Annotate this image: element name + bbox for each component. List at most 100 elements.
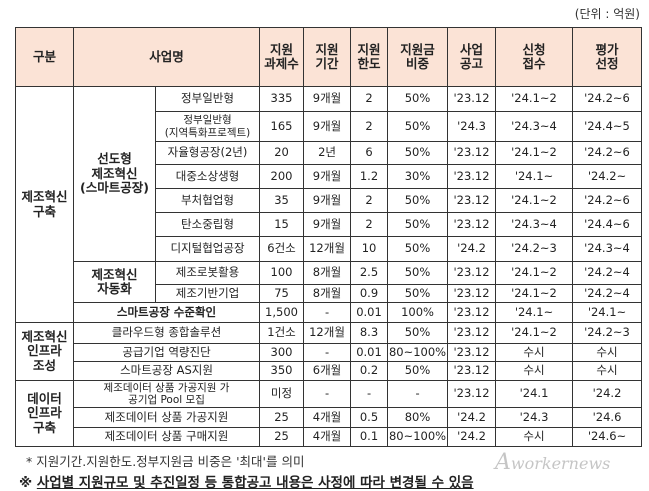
- cell-limit: 0.1: [350, 427, 389, 447]
- cell-select: '24.2~6: [572, 188, 643, 213]
- cell-apply: '24.1~2: [495, 141, 574, 165]
- cell-select: '24.4~6: [572, 212, 643, 237]
- header-ratio: 지원금 비중: [387, 27, 449, 87]
- cell-announce: '23.12: [447, 322, 497, 344]
- table-row: 제조데이터 상품 가공지원 25 4개월 0.5 80% '24.2'24.3'24.6: [16, 407, 643, 428]
- cell-period: 12개월: [303, 322, 352, 344]
- cell-select: 수시: [572, 343, 643, 362]
- cell-apply: '24.1~: [495, 164, 574, 189]
- cell-ratio: 50%: [387, 111, 449, 142]
- cell-count: 15: [259, 212, 305, 237]
- subgroup-automation: 제조혁신 자동화: [73, 261, 156, 303]
- cell-ratio: 50%: [387, 141, 449, 165]
- cell-count: 1건소: [259, 322, 305, 344]
- cell-count: 75: [259, 284, 305, 303]
- cell-limit: 0.5: [350, 407, 389, 428]
- program-name: 공급기업 역량진단: [72, 343, 261, 362]
- cell-apply: '24.2~3: [495, 236, 574, 262]
- cell-period: 6개월: [303, 361, 352, 381]
- header-category: 구분: [15, 27, 74, 87]
- cell-limit: 2: [350, 188, 389, 213]
- cell-limit: 0.2: [350, 361, 389, 381]
- program-name: 제조데이터 상품 구매지원: [72, 427, 261, 447]
- cell-ratio: 50%: [387, 188, 449, 213]
- cell-apply: '24.1~: [495, 302, 574, 323]
- cell-period: 8개월: [303, 284, 352, 303]
- header-count: 지원 과제수: [259, 27, 305, 87]
- header-program: 사업명: [72, 27, 261, 87]
- cell-count: 300: [259, 343, 305, 362]
- cell-ratio: 50%: [387, 361, 449, 381]
- table-row: 스마트공장 AS지원 350 6개월 0.2 50% '23.12 수시 수시: [16, 361, 643, 381]
- cell-select: '24.2: [572, 380, 643, 408]
- cell-ratio: -: [387, 380, 449, 408]
- cell-select: '24.4~5: [572, 111, 643, 142]
- notice: ※ 사업별 지원규모 및 추진일정 등 통합공고 내용은 사정에 따라 변경될 …: [19, 475, 474, 491]
- cell-limit: 8.3: [350, 322, 389, 344]
- cell-limit: 2: [350, 212, 389, 237]
- unit-label: (단위 : 억원): [574, 7, 640, 21]
- table-row: 정부일반형 (지역특화프로젝트) 165 9개월 2 50% '24.3'24.3~4'24…: [16, 111, 643, 142]
- cell-announce: '24.2: [447, 236, 497, 262]
- program-table: 구분 사업명 지원 과제수 지원 기간 지원 한도 지원금 비중 사업 공고 신청 접수 평…: [15, 27, 643, 447]
- cell-select: '24.2~6: [572, 86, 643, 112]
- cell-apply: '24.1~2: [495, 284, 574, 303]
- cell-announce: '23.12: [447, 141, 497, 165]
- cell-count: 25: [259, 427, 305, 447]
- program-name: 정부일반형: [154, 86, 261, 112]
- program-name: 제조로봇활용: [154, 261, 261, 285]
- program-name: 탄소중립형: [154, 212, 261, 237]
- table-row: 부처협업형 35 9개월 2 50% '23.12'24.1~2'24.2~6: [16, 188, 643, 213]
- cell-announce: '23.12: [447, 302, 497, 323]
- program-name: 정부일반형 (지역특화프로젝트): [154, 111, 261, 142]
- cell-ratio: 80~100%: [387, 427, 449, 447]
- cell-select: '24.2~: [572, 164, 643, 189]
- cell-period: 4개월: [303, 427, 352, 447]
- table-row: 스마트공장 수준확인 1,500-0.01 100% '23.12'24.1~ '24.…: [16, 302, 643, 323]
- cell-select: 수시: [572, 361, 643, 381]
- subgroup-smart-factory: 선도형 제조혁신 (스마트공장): [73, 86, 156, 262]
- cell-ratio: 50%: [387, 261, 449, 285]
- cell-count: 6건소: [259, 236, 305, 262]
- program-name: 제조기반기업: [154, 284, 261, 303]
- cell-ratio: 50%: [387, 322, 449, 344]
- cell-period: -: [303, 302, 352, 323]
- table-row: 공급기업 역량진단 300-0.01 80~100% '23.12 수시 수시: [16, 343, 643, 362]
- cell-apply: '24.3: [495, 407, 574, 428]
- cell-limit: 10: [350, 236, 389, 262]
- table-row: 제조기반기업 75 8개월 0.9 50% '23.12'24.1~2'24.2~4: [16, 284, 643, 303]
- cell-limit: 0.01: [350, 343, 389, 362]
- cell-apply: '24.1~2: [495, 322, 574, 344]
- cell-period: 9개월: [303, 164, 352, 189]
- cell-apply: 수시: [495, 343, 574, 362]
- cell-announce: '24.2: [447, 427, 497, 447]
- cell-period: 9개월: [303, 212, 352, 237]
- cell-ratio: 80%: [387, 407, 449, 428]
- cell-select: '24.1~: [572, 302, 643, 323]
- cell-ratio: 50%: [387, 236, 449, 262]
- cell-count: 335: [259, 86, 305, 112]
- cell-count: 350: [259, 361, 305, 381]
- program-name: 제조데이터 상품 가공지원: [72, 407, 261, 428]
- cell-period: 8개월: [303, 261, 352, 285]
- cell-select: '24.2~4: [572, 261, 643, 285]
- cell-apply: 수시: [495, 427, 574, 447]
- program-name: 제조데이터 상품 가공지원 가 공기업 Pool 모집: [72, 380, 261, 408]
- cell-select: '24.2~6: [572, 141, 643, 165]
- cell-ratio: 50%: [387, 86, 449, 112]
- program-name: 디지털협업공장: [154, 236, 261, 262]
- program-name: 스마트공장 수준확인: [72, 302, 261, 323]
- cell-announce: '23.12: [447, 86, 497, 112]
- footnote: * 지원기간.지원한도.정부지원금 비중은 '최대'를 의미: [26, 454, 305, 469]
- cell-limit: 0.9: [350, 284, 389, 303]
- group-manufacturing-innovation: 제조혁신 구축: [15, 86, 74, 323]
- cell-announce: '23.12: [447, 188, 497, 213]
- cell-limit: 6: [350, 141, 389, 165]
- cell-announce: '23.12: [447, 343, 497, 362]
- cell-count: 35: [259, 188, 305, 213]
- cell-ratio: 50%: [387, 284, 449, 303]
- cell-count: 200: [259, 164, 305, 189]
- cell-apply: '24.3~4: [495, 212, 574, 237]
- program-name: 스마트공장 AS지원: [72, 361, 261, 381]
- table-row: 제조데이터 상품 구매지원 25 4개월 0.1 80~100% '24.2 수시 '24.6…: [16, 427, 643, 447]
